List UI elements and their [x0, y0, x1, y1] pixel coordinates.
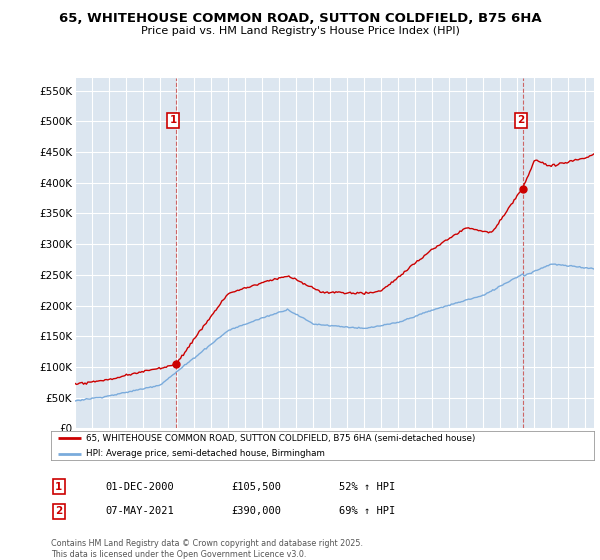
- Text: Contains HM Land Registry data © Crown copyright and database right 2025.
This d: Contains HM Land Registry data © Crown c…: [51, 539, 363, 559]
- Text: 07-MAY-2021: 07-MAY-2021: [105, 506, 174, 516]
- Text: 69% ↑ HPI: 69% ↑ HPI: [339, 506, 395, 516]
- Text: £105,500: £105,500: [231, 482, 281, 492]
- Text: £390,000: £390,000: [231, 506, 281, 516]
- Text: 2: 2: [55, 506, 62, 516]
- Text: 65, WHITEHOUSE COMMON ROAD, SUTTON COLDFIELD, B75 6HA: 65, WHITEHOUSE COMMON ROAD, SUTTON COLDF…: [59, 12, 541, 25]
- Text: 2: 2: [517, 115, 524, 125]
- Text: 1: 1: [55, 482, 62, 492]
- Text: 65, WHITEHOUSE COMMON ROAD, SUTTON COLDFIELD, B75 6HA (semi-detached house): 65, WHITEHOUSE COMMON ROAD, SUTTON COLDF…: [86, 433, 476, 442]
- Text: Price paid vs. HM Land Registry's House Price Index (HPI): Price paid vs. HM Land Registry's House …: [140, 26, 460, 36]
- Text: 01-DEC-2000: 01-DEC-2000: [105, 482, 174, 492]
- Text: 1: 1: [170, 115, 177, 125]
- Text: HPI: Average price, semi-detached house, Birmingham: HPI: Average price, semi-detached house,…: [86, 449, 325, 458]
- Text: 52% ↑ HPI: 52% ↑ HPI: [339, 482, 395, 492]
